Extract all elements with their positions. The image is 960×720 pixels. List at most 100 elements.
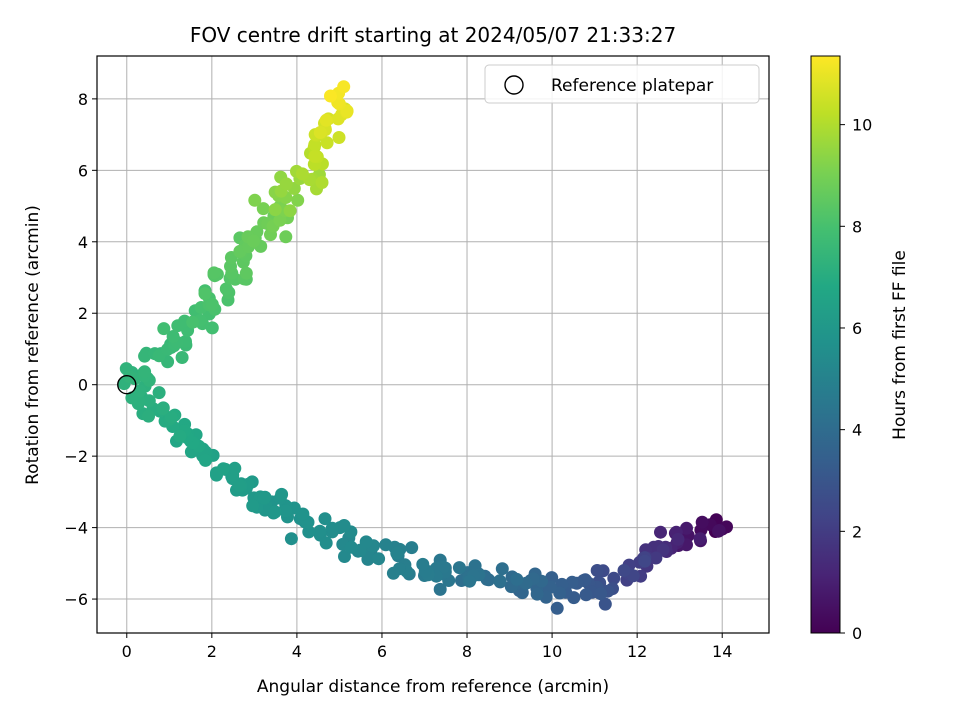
scatter-point bbox=[164, 410, 178, 424]
scatter-point bbox=[433, 582, 447, 596]
legend: Reference platepar bbox=[484, 64, 760, 104]
legend-marker bbox=[504, 75, 524, 95]
scatter-point bbox=[173, 429, 187, 443]
scatter-point bbox=[337, 80, 351, 94]
scatter-point bbox=[239, 266, 253, 280]
y-tick-label: −2 bbox=[64, 447, 88, 466]
scatter-point bbox=[680, 521, 693, 535]
y-tick-label: 6 bbox=[78, 161, 88, 180]
scatter-point bbox=[318, 512, 332, 526]
scatter-point bbox=[273, 213, 287, 227]
scatter-point bbox=[545, 571, 559, 585]
scatter-point bbox=[320, 136, 334, 150]
scatter-point bbox=[279, 504, 293, 518]
scatter-point bbox=[133, 384, 147, 398]
x-tick-label: 4 bbox=[292, 642, 302, 661]
y-tick-label: 4 bbox=[78, 233, 88, 252]
scatter-point bbox=[186, 315, 200, 329]
scatter-point bbox=[405, 541, 419, 555]
scatter-point bbox=[248, 193, 262, 207]
scatter-point bbox=[233, 478, 246, 492]
scatter-point bbox=[156, 402, 170, 416]
colorbar-tick-label: 6 bbox=[852, 319, 862, 338]
legend-box bbox=[484, 64, 760, 104]
scatter-point bbox=[671, 532, 685, 546]
x-tick-label: 6 bbox=[377, 642, 387, 661]
y-tick-label: 8 bbox=[78, 90, 88, 109]
scatter-point bbox=[283, 204, 297, 218]
y-tick-label: 2 bbox=[78, 304, 88, 323]
scatter-point bbox=[324, 89, 337, 103]
scatter-point bbox=[693, 532, 707, 546]
colorbar-gradient bbox=[810, 55, 841, 634]
colorbar: 0 2 4 6 8 10 Hours from first FF file bbox=[810, 55, 910, 643]
scatter-point bbox=[138, 365, 152, 379]
colorbar-tick-label: 10 bbox=[852, 116, 872, 135]
scatter-point bbox=[207, 266, 221, 280]
scatter-point bbox=[257, 491, 271, 505]
scatter-point bbox=[463, 574, 477, 588]
reference-platepar-point bbox=[117, 374, 137, 395]
x-axis-label: Angular distance from reference (arcmin) bbox=[257, 677, 609, 697]
chart-title: FOV centre drift starting at 2024/05/07 … bbox=[190, 23, 676, 47]
y-tick-label: −6 bbox=[64, 590, 88, 609]
x-tick-label: 0 bbox=[122, 642, 132, 661]
scatter-point bbox=[386, 566, 400, 580]
scatter-point bbox=[607, 571, 621, 585]
scatter-point bbox=[550, 601, 564, 615]
scatter-point bbox=[638, 554, 652, 568]
scatter-point bbox=[493, 574, 507, 588]
scatter-point bbox=[598, 597, 612, 611]
scatter-point bbox=[247, 234, 260, 248]
scatter-point bbox=[325, 521, 339, 535]
scatter-point bbox=[291, 193, 305, 207]
y-axis-label: Rotation from reference (arcmin) bbox=[23, 205, 43, 485]
scatter-point bbox=[510, 572, 524, 586]
x-tick-label: 8 bbox=[462, 642, 472, 661]
scatter-point bbox=[246, 499, 260, 513]
scatter-point bbox=[284, 532, 298, 546]
scatter-point bbox=[157, 322, 171, 336]
scatter-point bbox=[216, 462, 230, 476]
scatter-point bbox=[166, 330, 180, 343]
scatter-point bbox=[219, 282, 233, 296]
scatter-point bbox=[344, 540, 358, 554]
colorbar-tick-label: 4 bbox=[852, 421, 862, 440]
scatter-point bbox=[279, 230, 293, 244]
scatter-point bbox=[495, 562, 509, 576]
scatter-point bbox=[198, 287, 212, 301]
scatter-point bbox=[565, 575, 579, 589]
scatter-point bbox=[313, 126, 327, 139]
scatter-point bbox=[313, 524, 327, 538]
scatter-point bbox=[205, 297, 219, 311]
scatter-point bbox=[308, 149, 322, 163]
scatter-point bbox=[372, 552, 386, 566]
x-tick-label: 14 bbox=[712, 642, 732, 661]
x-tick-label: 12 bbox=[627, 642, 647, 661]
scatter-point bbox=[695, 515, 709, 529]
x-tick-label: 10 bbox=[542, 642, 562, 661]
scatter-point bbox=[617, 564, 631, 577]
scatter-point bbox=[302, 525, 316, 539]
scatter-point bbox=[205, 321, 219, 335]
scatter-point bbox=[379, 538, 393, 552]
reference-platepar-marker bbox=[117, 374, 137, 395]
scatter-point bbox=[649, 551, 663, 565]
scatter-point bbox=[654, 525, 667, 539]
scatter-point bbox=[553, 586, 567, 600]
scatter-point bbox=[279, 177, 293, 191]
scatter-point bbox=[268, 505, 282, 519]
colorbar-tick-label: 0 bbox=[852, 624, 862, 643]
colorbar-tick-label: 2 bbox=[852, 522, 862, 541]
scatter-point bbox=[152, 386, 166, 400]
scatter-point bbox=[256, 202, 270, 216]
scatter-point bbox=[199, 453, 212, 467]
scatter-point bbox=[452, 561, 466, 575]
scatter-point bbox=[295, 167, 309, 181]
scatter-point bbox=[390, 546, 404, 560]
colorbar-label: Hours from first FF file bbox=[890, 250, 910, 440]
scatter-point bbox=[594, 587, 608, 601]
scatter-point bbox=[319, 113, 333, 127]
scatter-point bbox=[332, 131, 346, 144]
